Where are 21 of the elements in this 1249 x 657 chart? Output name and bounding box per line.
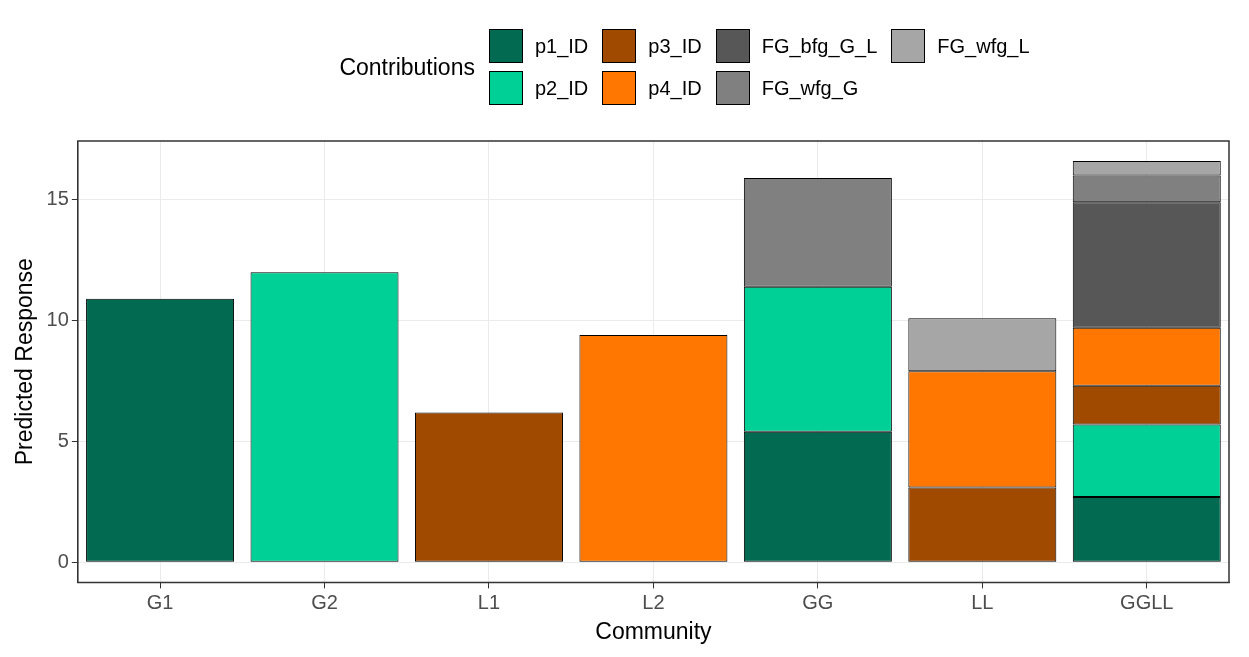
y-tick-label: 10: [46, 308, 69, 331]
x-axis-title: Community: [595, 617, 713, 644]
y-tick-label: 0: [57, 549, 69, 572]
y-tick-label: 5: [57, 428, 69, 451]
legend-label: FG_bfg_G_L: [761, 34, 878, 58]
x-tick-label: GGLL: [1120, 590, 1174, 613]
legend-label: p2_ID: [534, 76, 589, 100]
x-tick-label: GG: [802, 590, 834, 613]
x-tick-label: L2: [642, 590, 665, 613]
x-tick-label: L1: [477, 590, 501, 613]
legend-label: p4_ID: [648, 76, 702, 100]
legend-label: p1_ID: [534, 34, 589, 58]
legend-label: p3_ID: [648, 34, 702, 58]
legend-title: Contributions: [339, 53, 475, 81]
x-tick-label: LL: [971, 590, 994, 613]
legend-label: FG_wfg_G: [761, 76, 859, 100]
x-tick-label: G2: [311, 590, 338, 613]
y-axis-title: Predicted Response: [11, 258, 38, 466]
x-tick-label: G1: [146, 590, 174, 613]
y-tick-label: 15: [46, 187, 69, 210]
legend-label: FG_wfg_L: [937, 34, 1030, 58]
